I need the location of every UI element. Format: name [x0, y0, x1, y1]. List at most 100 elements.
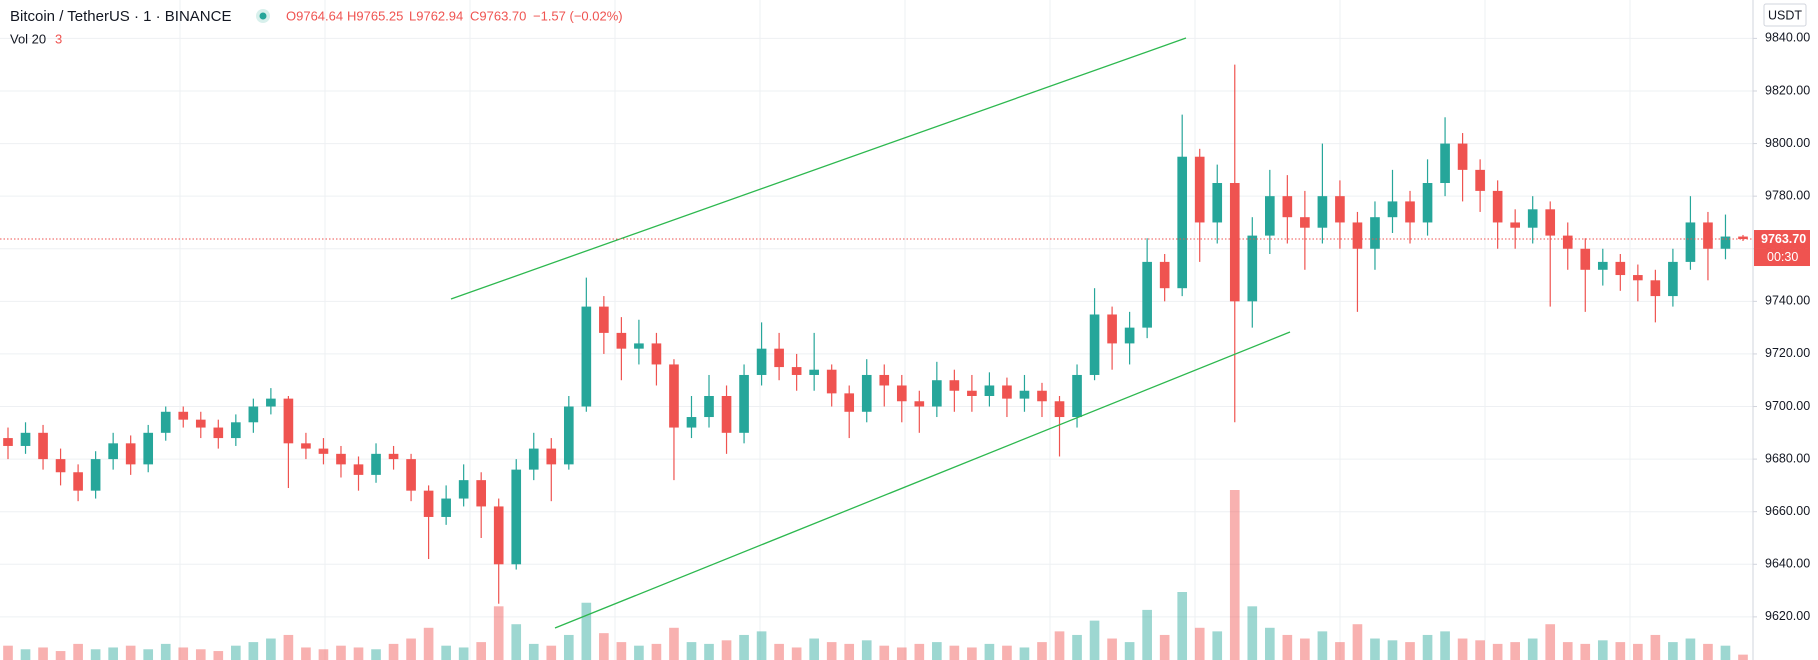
volume-bar: [73, 643, 83, 660]
volume-bar: [1229, 490, 1240, 660]
candle-body: [1282, 196, 1293, 218]
candle-body: [178, 411, 189, 420]
candle-body: [1019, 390, 1030, 399]
y-tick-label: 9800.00: [1765, 136, 1810, 150]
candle-body: [160, 411, 171, 433]
volume-bar: [1387, 640, 1398, 660]
volume-bar: [1107, 638, 1117, 660]
y-tick-label: 9780.00: [1765, 188, 1810, 202]
candle-body: [388, 453, 399, 460]
countdown-box: [1754, 248, 1810, 267]
candle-body: [844, 393, 855, 412]
trend-line[interactable]: [554, 331, 1291, 629]
volume-bar: [739, 634, 749, 660]
candle-body: [528, 448, 539, 470]
y-tick-label: 9700.00: [1765, 399, 1810, 413]
candle-body: [1457, 143, 1468, 170]
volume-bar: [967, 647, 977, 660]
volume-bar: [160, 643, 171, 660]
volume-bar: [844, 643, 855, 660]
volume-bar: [55, 651, 66, 660]
volume-bar: [756, 631, 767, 660]
volume-bar: [1633, 643, 1643, 660]
candle-body: [90, 459, 101, 491]
candle-body: [581, 306, 592, 407]
candle-body: [1264, 196, 1275, 236]
volume-bar: [1019, 647, 1030, 660]
volume-bar: [1142, 609, 1152, 660]
volume-bar: [581, 602, 592, 660]
candle-body: [669, 364, 679, 428]
candle-body: [406, 459, 416, 491]
legend-close: C9763.70: [470, 8, 526, 23]
volume-bar: [984, 643, 995, 660]
volume-bar: [704, 643, 714, 660]
volume-bar: [388, 643, 399, 660]
legend-change: −1.57 (−0.02%): [533, 8, 623, 23]
y-tick-label: 9640.00: [1765, 557, 1810, 571]
volume-bar: [949, 645, 960, 660]
volume-bar: [932, 642, 942, 660]
volume-bar: [1615, 642, 1626, 660]
last-price-box: [1754, 230, 1810, 249]
candle-body: [1720, 236, 1731, 249]
volume-bar: [1159, 634, 1170, 660]
candle-body: [1177, 156, 1188, 289]
volume-bar: [336, 645, 346, 660]
legend-open: O9764.64: [286, 8, 343, 23]
candle-body: [739, 374, 749, 433]
volume-bar: [1510, 642, 1520, 660]
status-dot: [259, 12, 267, 20]
volume-bar: [1475, 640, 1485, 660]
candle-body: [879, 374, 890, 386]
y-tick-label: 9740.00: [1765, 294, 1810, 308]
volume-bar: [20, 649, 31, 660]
volume-bar: [1072, 634, 1082, 660]
legend-low: L9762.94: [409, 8, 463, 23]
candle-body: [599, 306, 609, 333]
volume-bar: [914, 643, 925, 660]
trend-line[interactable]: [450, 37, 1187, 300]
volume-bar: [143, 649, 154, 660]
candle-body: [1124, 327, 1135, 344]
price-axis-labels: 9620.00 9640.00 9660.00 9680.00 9700.00 9720.…: [1753, 31, 1810, 623]
candle-body: [1580, 248, 1591, 270]
volume-bar: [195, 649, 206, 660]
volume-bar: [1457, 638, 1468, 660]
volume-bar: [231, 645, 241, 660]
currency: USDT: [1768, 8, 1802, 22]
volume-bar: [371, 649, 381, 660]
volume-bar: [248, 642, 259, 660]
volume-bar: [38, 647, 48, 660]
candle-body: [1703, 222, 1713, 249]
volume-bar: [686, 642, 697, 660]
volume-bar: [1422, 634, 1433, 660]
chart-title[interactable]: Bitcoin / TetherUS · 1 · BINANCE: [10, 8, 231, 25]
candle-body: [1492, 190, 1503, 223]
candle-body: [423, 490, 434, 517]
volume-bar: [1247, 606, 1258, 660]
volume-bar: [896, 647, 907, 660]
volume-bar: [441, 645, 451, 660]
volume-bar: [353, 647, 364, 660]
candle-body: [914, 401, 925, 407]
volume-label[interactable]: Vol 20: [10, 31, 46, 46]
candle-body: [143, 432, 154, 465]
volume-bar: [213, 651, 224, 660]
candle-body: [55, 459, 66, 473]
candle-body: [248, 406, 259, 423]
candle-body: [721, 396, 732, 433]
candle-body: [1597, 261, 1608, 270]
volume-bar: [616, 642, 627, 660]
candle-body: [1387, 201, 1398, 218]
candle-body: [1247, 235, 1258, 302]
candle-body: [1633, 275, 1643, 281]
currency-box[interactable]: [1763, 3, 1807, 27]
candle-body: [826, 369, 837, 394]
candle-body: [896, 385, 907, 402]
candle-body: [371, 453, 381, 475]
volume-bar: [318, 649, 329, 660]
volume-bar: [791, 647, 802, 660]
candle-body: [1405, 201, 1415, 223]
